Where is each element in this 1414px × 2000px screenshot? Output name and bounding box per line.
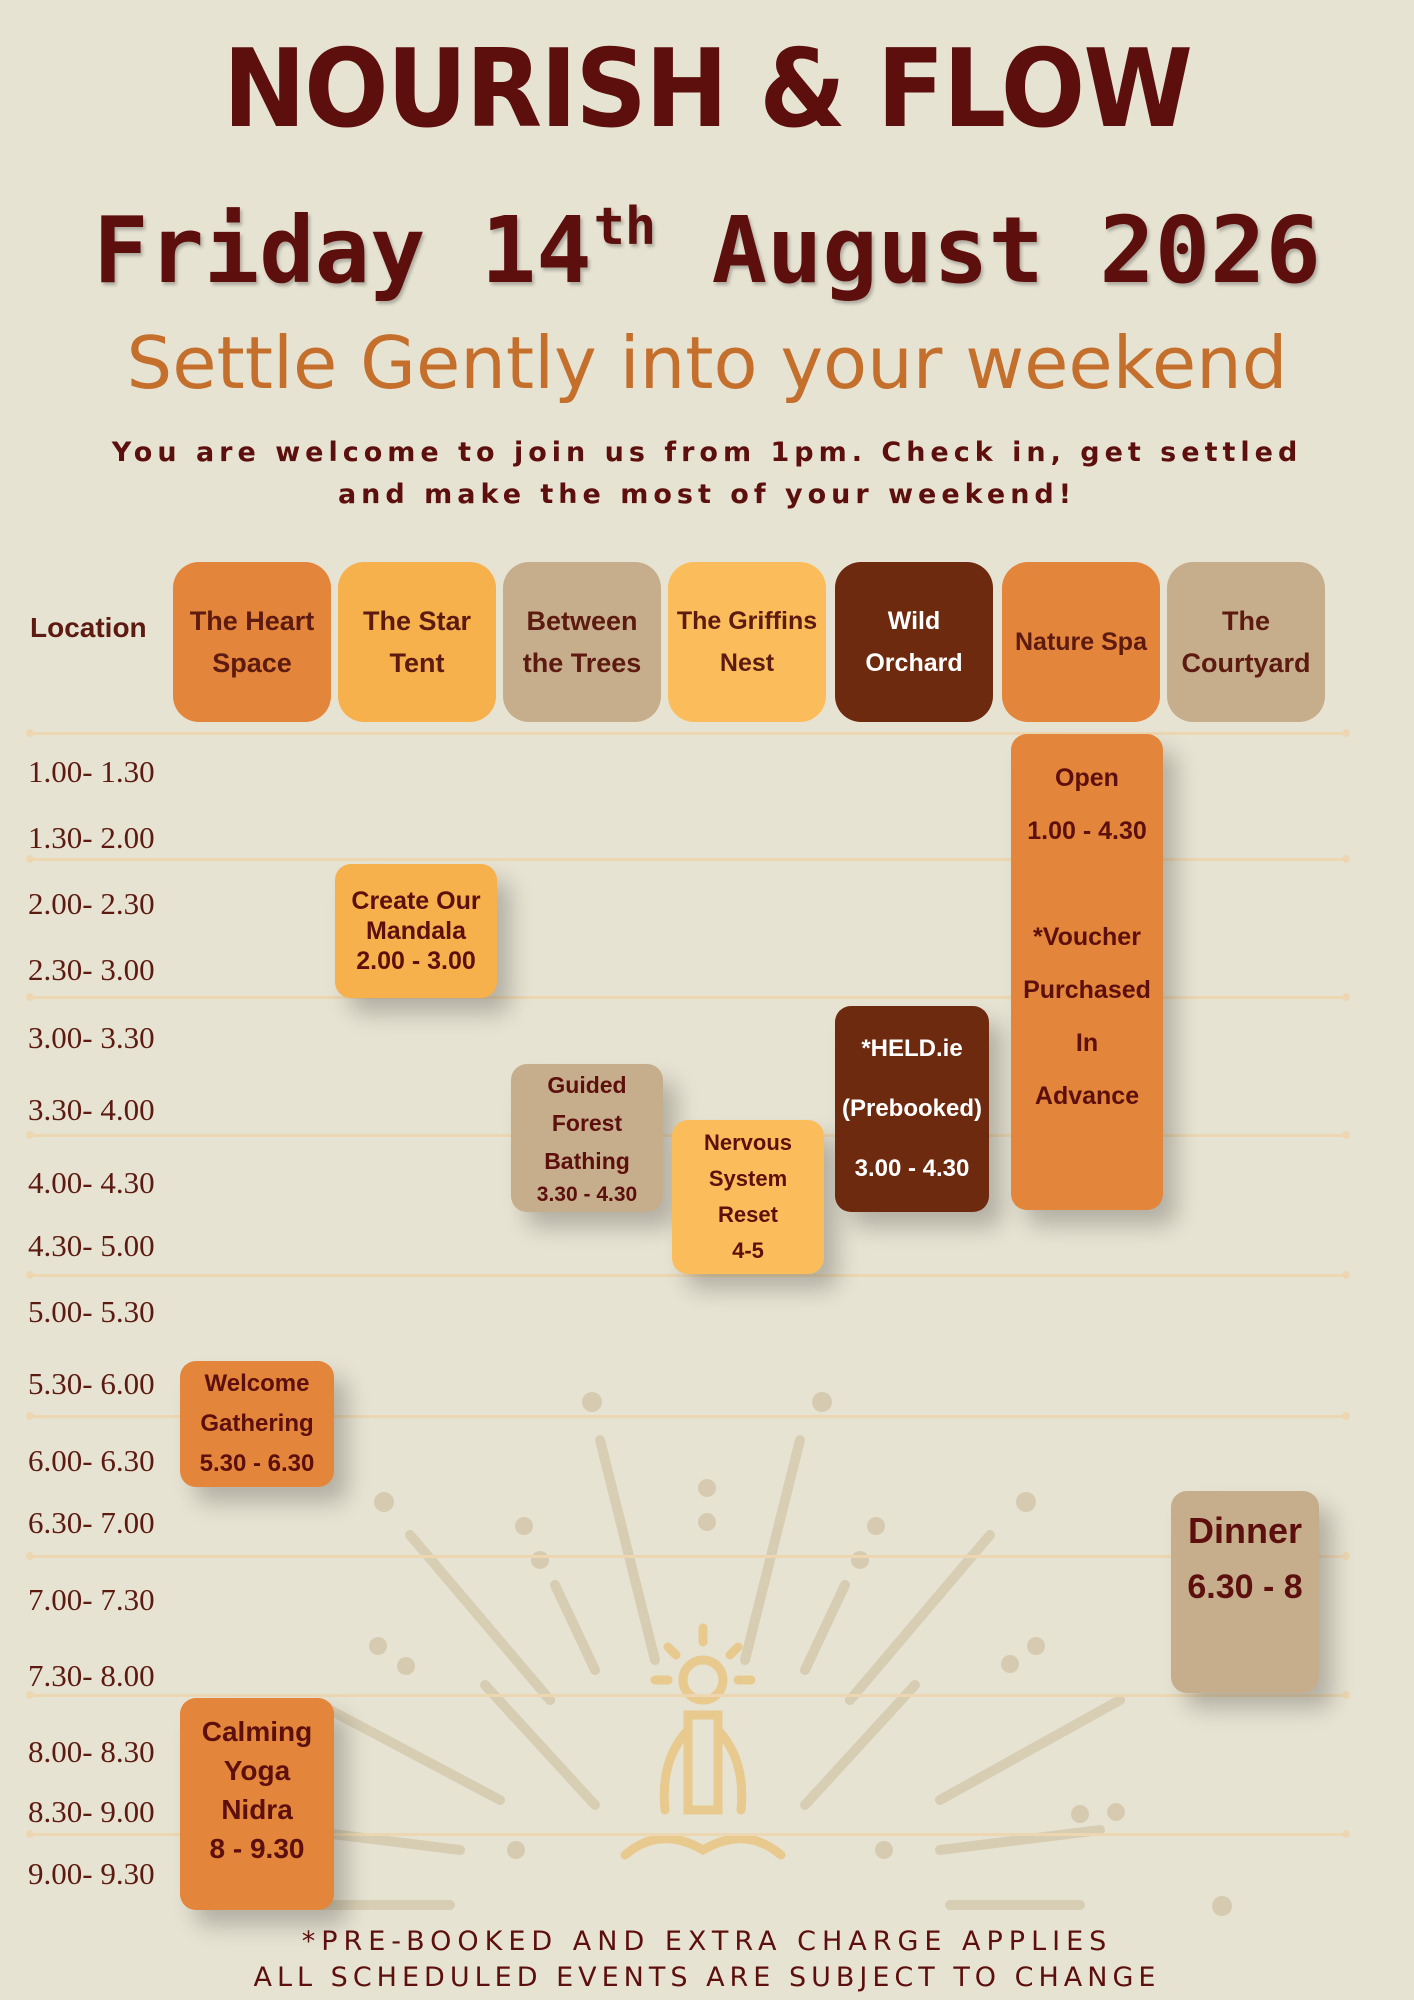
event-calming-yoga-nidra[interactable]: Calming Yoga Nidra 8 - 9.30 <box>180 1698 334 1910</box>
event-title: System <box>708 1166 788 1191</box>
date-suffix: th <box>593 197 657 257</box>
intro-line-1: You are welcome to join us from 1pm. Che… <box>111 437 1303 468</box>
event-nature-spa-open[interactable]: Open 1.00 - 4.30 *Voucher Purchased In A… <box>1011 734 1163 1210</box>
date-month-year: August 2026 <box>656 197 1321 304</box>
time-slot: 1.00- 1.30 <box>28 754 155 789</box>
subtitle: Settle Gently into your weekend <box>126 321 1288 405</box>
footer-prebooked-note: *PRE-BOOKED AND EXTRA CHARGE APPLIES <box>301 1926 1113 1957</box>
event-title: Calming <box>201 1716 313 1747</box>
time-slot: 7.00- 7.30 <box>28 1582 155 1617</box>
footer-subject-to-change: ALL SCHEDULED EVENTS ARE SUBJECT TO CHAN… <box>253 1962 1161 1993</box>
location-between-trees: Between the Trees <box>503 562 661 722</box>
event-held-prebooked[interactable]: *HELD.ie (Prebooked) 3.00 - 4.30 <box>835 1006 989 1212</box>
event-title: Dinner <box>1187 1510 1302 1551</box>
time-slot: 8.00- 8.30 <box>28 1734 155 1769</box>
event-time: 2.00 - 3.00 <box>356 947 476 975</box>
time-slot: 8.30- 9.00 <box>28 1794 155 1829</box>
time-slot: 4.30- 5.00 <box>28 1228 155 1263</box>
event-title: Open <box>1055 764 1119 792</box>
event-title: Create Our <box>351 887 481 915</box>
location-star-tent: The Star Tent <box>338 562 496 722</box>
location-label: Location <box>30 612 147 643</box>
event-title: Yoga <box>223 1755 291 1786</box>
time-slot: 6.00- 6.30 <box>28 1443 155 1478</box>
date-day: Friday 14 <box>93 197 592 304</box>
event-create-mandala[interactable]: Create Our Mandala 2.00 - 3.00 <box>335 864 497 998</box>
event-nervous-system-reset[interactable]: Nervous System Reset 4-5 <box>672 1120 824 1274</box>
time-slot: 3.00- 3.30 <box>28 1020 155 1055</box>
event-subtitle: (Prebooked) <box>841 1095 982 1122</box>
event-date: Friday 14th August 2026 <box>0 172 1414 306</box>
location-courtyard: The Courtyard <box>1167 562 1325 722</box>
brand-logo: NOURISH & FLOW <box>222 27 1193 152</box>
event-title: Forest <box>551 1110 623 1136</box>
event-time: 4-5 <box>732 1238 764 1263</box>
grid-line <box>26 1691 1350 1699</box>
event-note: *Voucher <box>1033 923 1141 951</box>
grid-line <box>26 855 1350 863</box>
event-welcome-gathering[interactable]: Welcome Gathering 5.30 - 6.30 <box>180 1361 334 1487</box>
event-time: 8 - 9.30 <box>209 1833 305 1864</box>
grid-line <box>26 1830 1350 1838</box>
location-nature-spa: Nature Spa <box>1002 562 1160 722</box>
time-slot: 3.30- 4.00 <box>28 1092 155 1127</box>
event-time: 3.30 - 4.30 <box>536 1183 638 1206</box>
grid-line <box>26 1412 1350 1420</box>
time-slot: 2.00- 2.30 <box>28 886 155 921</box>
event-title: Guided <box>547 1072 627 1098</box>
event-title: Welcome <box>204 1370 310 1397</box>
time-slot: 5.30- 6.00 <box>28 1366 155 1401</box>
event-title: Mandala <box>365 917 467 945</box>
intro-text: You are welcome to join us from 1pm. Che… <box>100 432 1314 516</box>
time-slot: 9.00- 9.30 <box>28 1856 155 1891</box>
time-slot: 5.00- 5.30 <box>28 1294 155 1329</box>
grid-line <box>26 993 1350 1001</box>
location-heart-space: The Heart Space <box>173 562 331 722</box>
location-griffins-nest: The Griffins Nest <box>668 562 826 722</box>
time-slot: 1.30- 2.00 <box>28 820 155 855</box>
event-guided-forest-bathing[interactable]: Guided Forest Bathing 3.30 - 4.30 <box>511 1064 663 1212</box>
location-wild-orchard: Wild Orchard <box>835 562 993 722</box>
event-time: 1.00 - 4.30 <box>1027 817 1147 845</box>
event-title: Nervous <box>703 1130 793 1155</box>
grid-line <box>26 1271 1350 1279</box>
event-title: Nidra <box>221 1794 293 1825</box>
event-title: Gathering <box>200 1410 314 1437</box>
intro-line-2: and make the most of your weekend! <box>337 479 1077 510</box>
time-slot: 7.30- 8.00 <box>28 1658 155 1693</box>
event-time: 6.30 - 8 <box>1187 1568 1303 1606</box>
grid-line <box>26 729 1350 737</box>
grid-line <box>26 1552 1350 1560</box>
time-slot: 4.00- 4.30 <box>28 1165 155 1200</box>
time-slot: 6.30- 7.00 <box>28 1505 155 1540</box>
event-dinner[interactable]: Dinner 6.30 - 8 <box>1171 1491 1319 1693</box>
event-title: Bathing <box>544 1148 630 1174</box>
event-time: 5.30 - 6.30 <box>199 1450 315 1477</box>
event-title: *HELD.ie <box>861 1035 963 1062</box>
event-note: In <box>1075 1029 1099 1057</box>
event-note: Advance <box>1034 1082 1140 1110</box>
event-note: Purchased <box>1023 976 1151 1004</box>
time-slot: 2.30- 3.00 <box>28 952 155 987</box>
event-time: 3.00 - 4.30 <box>854 1155 970 1182</box>
event-title: Reset <box>718 1202 778 1227</box>
